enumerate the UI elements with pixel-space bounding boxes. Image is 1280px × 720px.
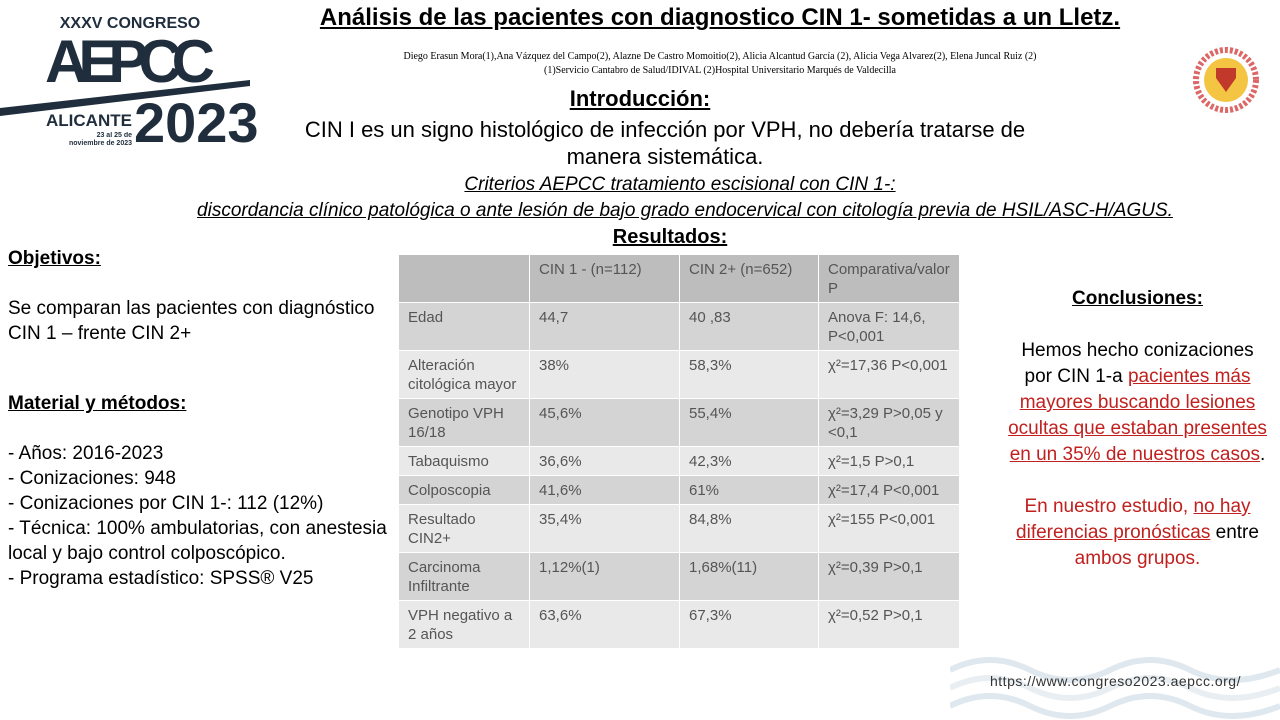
table-row: Carcinoma Infiltrante 1,12%(1) 1,68%(11) χ²… [398,552,960,601]
table-cell: 38% [529,350,680,399]
criteria-text: discordancia clínico patológica o ante l… [197,200,1173,221]
table-cell: Genotipo VPH 16/18 [398,398,530,447]
logo-line: ALICANTE [46,111,132,130]
objectives-heading: Objetivos: [8,248,101,269]
intro-text: CIN I es un signo histológico de infecci… [304,117,1026,169]
objectives-text: Se comparan las pacientes con diagnóstic… [8,298,375,344]
wave [950,657,1280,683]
conclusion-text: no hay diferencias pronósticas [1016,496,1251,543]
table-cell: 67,3% [679,600,819,649]
conclusion-text: En nuestro estudio, [1024,496,1194,517]
conclusions-body: Hemos hecho conizaciones por CIN 1-a pac… [1005,338,1270,572]
table-cell: VPH negativo a 2 años [398,600,530,649]
table-cell: χ²=0,52 P>0,1 [818,600,960,649]
method-item: - Años: 2016-2023 [8,443,164,464]
table-cell: χ²=1,5 P>0,1 [818,446,960,476]
table-cell: 44,7 [529,302,680,351]
methods-list: - Años: 2016-2023 - Conizaciones: 948 - Co… [8,441,388,591]
table-cell: 40 ,83 [679,302,819,351]
table-row: Edad 44,7 40 ,83 Anova F: 14,6, P<0,001 [398,302,960,351]
table-cell: 42,3% [679,446,819,476]
conclusions-heading: Conclusiones: [1072,288,1203,309]
author-list: Diego Erasun Mora(1),Ana Vázquez del Cam… [403,51,1037,62]
conclusion-text: pacientes más mayores buscando lesiones … [1008,366,1267,465]
table-cell: χ²=17,4 P<0,001 [818,475,960,505]
table-cell: 58,3% [679,350,819,399]
logo-line: XXXV CONGRESO [60,15,200,32]
logo-swoosh [0,80,250,116]
wave [950,675,1280,701]
table-cell: Edad [398,302,530,351]
intro-heading: Introducción: [569,86,711,111]
table-cell: 35,4% [529,504,680,553]
table-cell: 1,12%(1) [529,552,680,601]
table-cell: Alteración citológica mayor [398,350,530,399]
header-cell: CIN 2+ (n=652) [679,254,819,303]
table-cell: Colposcopia [398,475,530,505]
method-item: - Conizaciones por CIN 1-: 112 (12%) [8,493,324,514]
table-row: Tabaquismo 36,6% 42,3% χ²=1,5 P>0,1 [398,446,960,476]
emblem-ring [1193,47,1259,113]
table-cell: 55,4% [679,398,819,447]
table-cell: χ²=0,39 P>0,1 [818,552,960,601]
methods-heading: Material y métodos: [8,393,187,414]
conclusion-text: entre [1210,522,1259,543]
society-emblem [1193,47,1259,113]
title: Análisis de las pacientes con diagnostic… [319,4,1121,31]
wave [950,693,1280,719]
congress-logo: XXXV CONGRESO AEPCC ALICANTE 2023 23 al … [0,15,259,154]
table-cell: Carcinoma Infiltrante [398,552,530,601]
table-row: VPH negativo a 2 años 63,6% 67,3% χ²=0,52 P… [398,600,960,649]
table-header-row: CIN 1 - (n=112) CIN 2+ (n=652) Comparativa… [398,254,960,303]
table-cell: Tabaquismo [398,446,530,476]
conclusion-paragraph: En nuestro estudio, no hay diferencias p… [1005,494,1270,572]
table-cell: 1,68%(11) [679,552,819,601]
logo-line: AEPCC [45,28,215,95]
conclusion-text: . [1260,444,1266,465]
table-cell: 36,6% [529,446,680,476]
logo-dates: 23 al 25 de noviembre de 2023 [68,132,132,147]
wave-decoration [950,657,1280,719]
header-cell: Comparativa/valor P [818,254,960,303]
conclusion-text: Hemos hecho conizaciones por CIN 1-a [1021,340,1254,387]
method-item: - Técnica: 100% ambulatorias, con aneste… [8,518,387,564]
table-cell: 84,8% [679,504,819,553]
table-cell: Resultado CIN2+ [398,504,530,553]
header-cell [398,254,530,303]
table-row: Genotipo VPH 16/18 45,6% 55,4% χ²=3,29 P>0,… [398,398,960,447]
conclusion-text: ambos grupos. [1074,548,1201,569]
results-table: CIN 1 - (n=112) CIN 2+ (n=652) Comparativa… [398,254,960,649]
logo-line: 2023 [134,91,259,154]
affiliations: (1)Servicio Cantabro de Salud/IDIVAL (2)… [544,65,896,76]
results-heading: Resultados: [612,226,728,248]
left-column: Objetivos: Se comparan las pacientes con… [8,246,388,591]
table-row: Alteración citológica mayor 38% 58,3% χ²=17… [398,350,960,399]
emblem-shape [1216,68,1236,92]
table-row: Colposcopia 41,6% 61% χ²=17,4 P<0,001 [398,475,960,505]
table-cell: χ²=155 P<0,001 [818,504,960,553]
table-cell: 45,6% [529,398,680,447]
table-cell: χ²=3,29 P>0,05 y <0,1 [818,398,960,447]
table-cell: Anova F: 14,6, P<0,001 [818,302,960,351]
authors: Diego Erasun Mora(1),Ana Vázquez del Cam… [330,50,1110,78]
logo-dates-box: 23 al 25 de noviembre de 2023 [68,132,132,147]
table-cell: 41,6% [529,475,680,505]
method-item: - Programa estadístico: SPSS® V25 [8,568,314,589]
table-cell: χ²=17,36 P<0,001 [818,350,960,399]
conclusion-paragraph: Hemos hecho conizaciones por CIN 1-a pac… [1005,338,1270,468]
table-row: Resultado CIN2+ 35,4% 84,8% χ²=155 P<0,001 [398,504,960,553]
method-item: - Conizaciones: 948 [8,468,176,489]
table-cell: 63,6% [529,600,680,649]
website-url[interactable]: https://www.congreso2023.aepcc.org/ [990,673,1241,689]
table-cell: 61% [679,475,819,505]
criteria-heading: Criterios AEPCC tratamiento escisional c… [464,174,896,195]
conclusions: Conclusiones: Hemos hecho conizaciones p… [1005,286,1270,598]
header-cell: CIN 1 - (n=112) [529,254,680,303]
